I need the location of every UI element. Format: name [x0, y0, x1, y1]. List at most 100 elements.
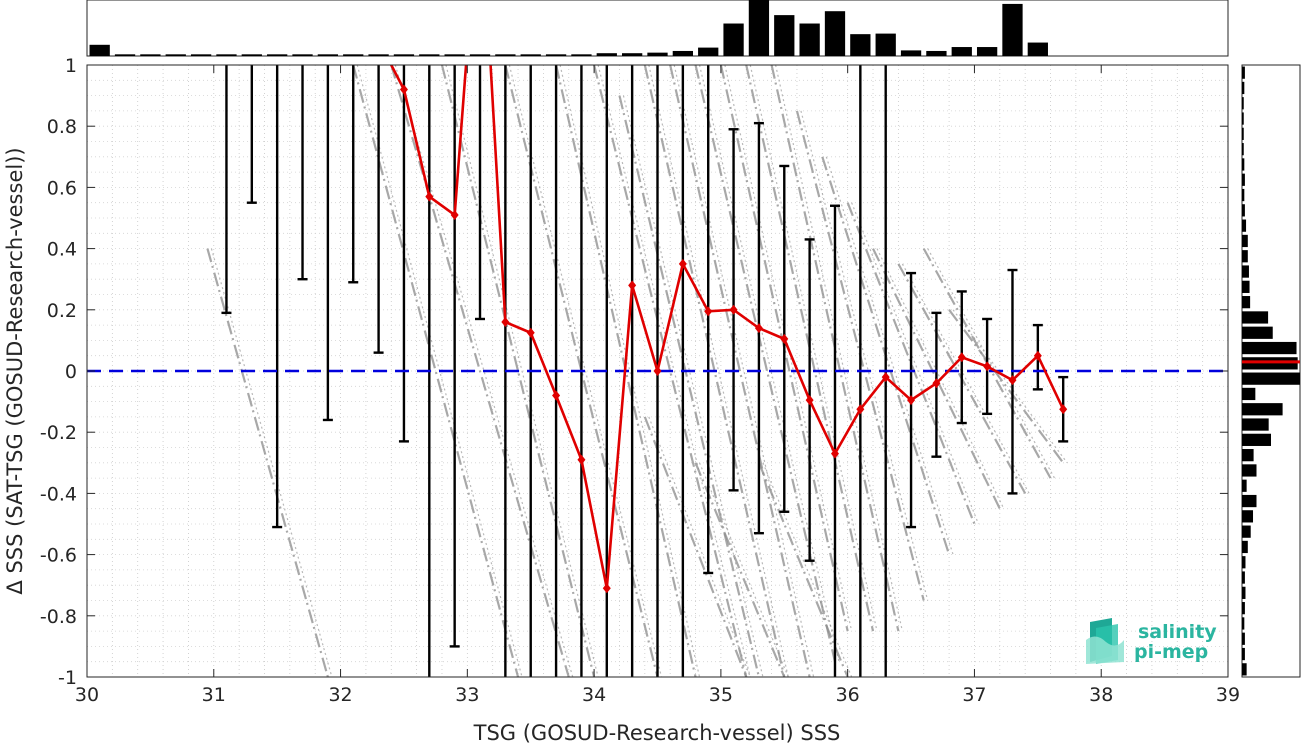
top-histogram-bar — [1027, 42, 1048, 56]
scatter-streak — [698, 64, 840, 662]
y-tick-label: 1 — [65, 55, 77, 77]
top-histogram-bar — [850, 34, 871, 56]
right-histogram-bar — [1242, 81, 1245, 95]
scatter-streak — [648, 416, 751, 678]
x-tick-label: 38 — [1089, 684, 1113, 706]
scatter-streak — [770, 64, 900, 632]
y-tick-label: -0.4 — [40, 483, 77, 505]
right-histogram-bar — [1242, 173, 1245, 186]
right-histogram-bar — [1242, 617, 1245, 630]
x-tick-label: 30 — [75, 684, 99, 706]
mean-point — [602, 583, 611, 594]
scatter-streak — [508, 64, 663, 678]
top-histogram-bar — [140, 54, 161, 56]
top-histogram-bar — [190, 54, 212, 56]
mean-point — [1033, 350, 1042, 361]
scatter-streak — [745, 64, 875, 632]
top-histogram-bar — [622, 53, 643, 56]
top-histogram-bar — [419, 54, 440, 56]
scatter-streak — [749, 64, 878, 632]
scatter-streak — [927, 248, 1056, 479]
mean-point — [552, 390, 561, 401]
right-histogram-bar — [1242, 265, 1249, 278]
scatter-streak — [948, 309, 1065, 464]
scatter-streak — [846, 202, 976, 525]
right-histogram-axes — [1241, 64, 1301, 678]
top-histogram-bar — [1002, 3, 1023, 57]
scatter-streak — [210, 248, 333, 678]
scatter-streak — [775, 64, 903, 632]
y-tick-label: -1 — [58, 667, 77, 689]
top-histogram-bar — [571, 54, 592, 56]
mean-point — [983, 361, 992, 372]
scatter-streak — [669, 64, 811, 678]
y-tick-label: -0.6 — [40, 545, 77, 567]
right-histogram — [1242, 66, 1300, 676]
x-tick-label: 37 — [962, 684, 986, 706]
top-histogram-bar — [926, 50, 947, 56]
right-histogram-bar — [1242, 494, 1257, 508]
top-histogram-bar — [393, 54, 415, 56]
logo: salinity pi-mep — [1086, 618, 1217, 664]
top-histogram-bar — [469, 54, 491, 56]
top-histogram-bar — [114, 54, 136, 56]
top-histogram-bar — [647, 52, 668, 56]
right-histogram-bar — [1242, 158, 1245, 171]
top-histogram-bar — [317, 54, 339, 56]
mean-series — [389, 65, 1068, 594]
y-tick-label: 0.4 — [47, 239, 77, 261]
top-histogram-axes — [86, 0, 1229, 57]
logo-line-2: pi-mep — [1134, 641, 1208, 663]
scatter-streak — [800, 110, 929, 601]
x-tick-label: 31 — [202, 684, 226, 706]
y-tick-label: -0.8 — [40, 606, 77, 628]
top-histogram-bar — [723, 23, 744, 56]
right-histogram-bar — [1242, 663, 1247, 676]
top-histogram-bar — [545, 54, 567, 56]
right-histogram-bar — [1242, 602, 1245, 615]
mean-point — [653, 366, 662, 376]
mean-point — [678, 258, 687, 269]
x-tick-label: 35 — [709, 684, 733, 706]
scatter-streak — [440, 64, 596, 678]
mean-point — [729, 304, 738, 315]
right-histogram-bar — [1242, 464, 1257, 477]
mean-point — [881, 372, 890, 383]
right-histogram-bar — [1242, 143, 1244, 156]
y-tick-label: -0.2 — [40, 422, 77, 444]
scatter-streak — [352, 64, 520, 678]
right-histogram-bar — [1242, 571, 1245, 584]
scatter-streak — [698, 462, 789, 678]
right-histogram-bar — [1242, 341, 1297, 355]
y-axis-title: Δ SSS (SAT-TSG (GOSUD-Research-vessel)) — [3, 147, 27, 594]
mean-point — [628, 280, 637, 291]
right-histogram-bar — [1242, 127, 1244, 140]
scatter-streak — [593, 64, 748, 678]
scatter-streak — [952, 309, 1068, 464]
top-histogram-bar — [596, 53, 617, 56]
mean-point — [526, 327, 535, 338]
logo-line-1: salinity — [1138, 621, 1217, 643]
top-histogram-bar — [292, 54, 313, 56]
top-histogram-bar — [267, 54, 288, 56]
top-histogram-bar — [672, 50, 693, 56]
y-tick-label: 0 — [65, 361, 77, 383]
mean-point — [907, 395, 916, 406]
axis-ticks: 30 31 32 33 34 35 36 37 38 39 -1 -0.8 -0.6 -0.4 -0.2 0 0… — [40, 55, 1240, 706]
scatter-streak — [597, 64, 751, 678]
scatter-streak — [694, 64, 837, 662]
y-tick-label: 0.8 — [47, 116, 77, 138]
top-histogram-bar — [900, 50, 922, 56]
right-histogram-bar — [1242, 403, 1283, 416]
right-histogram-bar — [1242, 433, 1271, 446]
top-histogram-bar — [444, 54, 465, 56]
x-tick-label: 32 — [328, 684, 352, 706]
x-tick-label: 34 — [582, 684, 606, 706]
top-histogram-bar — [216, 54, 237, 56]
right-histogram-bar — [1242, 372, 1300, 385]
scatter-streak — [390, 64, 570, 678]
right-histogram-bar — [1242, 387, 1256, 401]
right-histogram-bar — [1242, 66, 1245, 79]
mean-point — [577, 454, 586, 465]
